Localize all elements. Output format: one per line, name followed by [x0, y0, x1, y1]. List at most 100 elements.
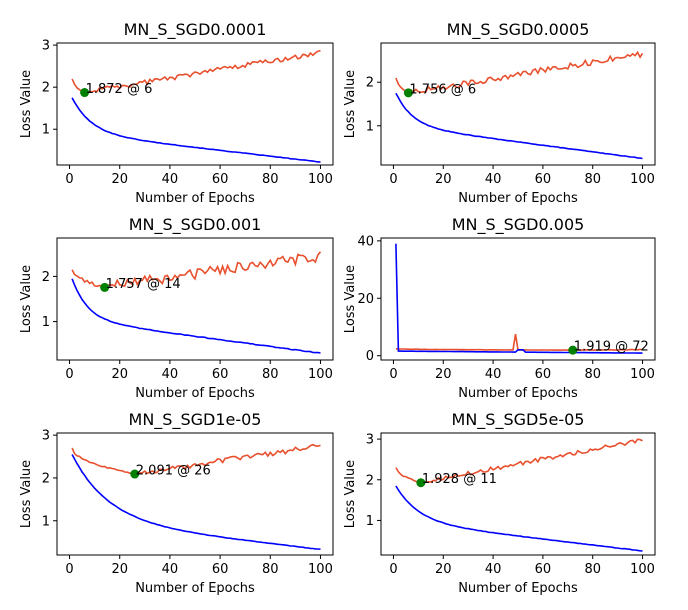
val-loss-line [395, 438, 643, 484]
x-tick-label: 100 [630, 367, 655, 382]
subplot-1: 0 20 40 60 80 100 1 2 3 MN_S_SGD0.0001 Number of E… [19, 20, 334, 206]
y-tick-label: 20 [357, 292, 374, 307]
val-loss-line [71, 251, 322, 289]
y-axis-label: Loss Value [343, 460, 358, 528]
subplot-5: 0 20 40 60 80 100 1 2 3 MN_S_SGD1e-05 Number of Ep… [19, 410, 334, 596]
best-point-marker [130, 469, 140, 479]
axes-frame [56, 432, 334, 556]
x-tick-label: 20 [435, 562, 452, 577]
val-loss-line [395, 50, 644, 94]
x-tick-label: 100 [308, 172, 333, 187]
best-point-label: 1.757 @ 14 [106, 277, 181, 292]
x-axis-label: Number of Epochs [135, 191, 255, 206]
y-tick-label: 2 [366, 76, 374, 91]
train-loss-line [395, 485, 643, 552]
y-tick-label: 1 [366, 514, 374, 529]
y-tick-label: 1 [42, 315, 50, 330]
train-loss-line [71, 278, 321, 354]
best-point-label: 1.872 @ 6 [86, 82, 153, 97]
x-axis-label: Number of Epochs [458, 581, 578, 596]
x-tick-label: 80 [262, 367, 279, 382]
x-tick-label: 0 [389, 367, 397, 382]
y-tick-label: 3 [42, 39, 50, 54]
x-axis-label: Number of Epochs [135, 581, 255, 596]
x-tick-label: 0 [65, 562, 73, 577]
best-point-marker [403, 88, 413, 98]
best-point-marker [568, 345, 578, 355]
subplot-3: 0 20 40 60 80 100 1 2 MN_S_SGD0.001 Number of Epo… [19, 215, 334, 401]
x-tick-label: 0 [65, 367, 73, 382]
y-axis-label: Loss Value [19, 460, 34, 528]
y-tick-label: 2 [42, 270, 50, 285]
y-tick-label: 2 [42, 471, 50, 486]
axes-frame [380, 432, 656, 556]
x-tick-label: 80 [262, 172, 279, 187]
x-tick-label: 20 [435, 172, 452, 187]
x-tick-label: 40 [485, 562, 502, 577]
best-point-marker [416, 478, 426, 488]
y-tick-label: 0 [366, 349, 374, 364]
train-loss-line [71, 97, 321, 163]
axes-frame [380, 237, 656, 361]
axes-frame [56, 237, 334, 361]
best-point-label: 1.919 @ 72 [574, 340, 649, 355]
train-loss-line [395, 92, 643, 160]
x-tick-label: 100 [308, 562, 333, 577]
axes-frame [380, 42, 656, 166]
y-axis-label: Loss Value [19, 265, 34, 333]
x-tick-label: 100 [308, 367, 333, 382]
x-tick-label: 60 [212, 172, 229, 187]
x-tick-label: 40 [485, 172, 502, 187]
train-loss-line [71, 454, 321, 550]
x-tick-label: 0 [389, 562, 397, 577]
y-tick-label: 3 [366, 433, 374, 448]
x-tick-label: 60 [535, 562, 552, 577]
subplot-title: MN_S_SGD0.0005 [447, 20, 590, 40]
best-point-label: 1.928 @ 11 [422, 472, 497, 487]
y-tick-label: 1 [42, 514, 50, 529]
val-loss-line [71, 49, 321, 94]
subplot-title: MN_S_SGD1e-05 [129, 410, 262, 430]
train-loss-line [395, 243, 643, 354]
y-axis-label: Loss Value [343, 265, 358, 333]
x-axis-label: Number of Epochs [458, 386, 578, 401]
x-tick-label: 100 [630, 172, 655, 187]
x-tick-label: 60 [535, 172, 552, 187]
x-tick-label: 100 [630, 562, 655, 577]
best-point-label: 2.091 @ 26 [136, 464, 211, 479]
x-tick-label: 40 [162, 367, 179, 382]
x-tick-label: 60 [212, 562, 229, 577]
axes-frame [56, 42, 334, 166]
x-tick-label: 60 [212, 367, 229, 382]
x-tick-label: 20 [111, 367, 128, 382]
x-tick-label: 20 [111, 562, 128, 577]
subplot-title: MN_S_SGD0.0001 [124, 20, 267, 40]
x-tick-label: 80 [584, 562, 601, 577]
x-tick-label: 80 [584, 172, 601, 187]
x-tick-label: 80 [584, 367, 601, 382]
y-tick-label: 3 [42, 429, 50, 444]
y-axis-label: Loss Value [19, 70, 34, 138]
y-tick-label: 2 [366, 473, 374, 488]
x-axis-label: Number of Epochs [458, 191, 578, 206]
y-tick-label: 1 [42, 123, 50, 138]
x-axis-label: Number of Epochs [135, 386, 255, 401]
best-point-marker [100, 282, 110, 292]
x-tick-label: 0 [389, 172, 397, 187]
subplot-6: 0 20 40 60 80 100 1 2 3 MN_S_SGD5e-05 Number of Ep… [343, 410, 656, 596]
x-tick-label: 20 [435, 367, 452, 382]
x-tick-label: 80 [262, 562, 279, 577]
x-tick-label: 40 [485, 367, 502, 382]
y-tick-label: 40 [357, 234, 374, 249]
x-tick-label: 40 [162, 562, 179, 577]
y-tick-label: 1 [366, 119, 374, 134]
x-tick-label: 20 [111, 172, 128, 187]
x-tick-label: 60 [535, 367, 552, 382]
best-point-marker [80, 88, 90, 98]
subplot-title: MN_S_SGD0.001 [129, 215, 262, 235]
best-point-label: 1.756 @ 6 [409, 82, 476, 97]
subplot-4: 0 20 40 60 80 100 0 20 40 MN_S_SGD0.005 Number of … [343, 215, 656, 401]
val-loss-line [71, 443, 321, 475]
subplot-title: MN_S_SGD5e-05 [452, 410, 585, 430]
